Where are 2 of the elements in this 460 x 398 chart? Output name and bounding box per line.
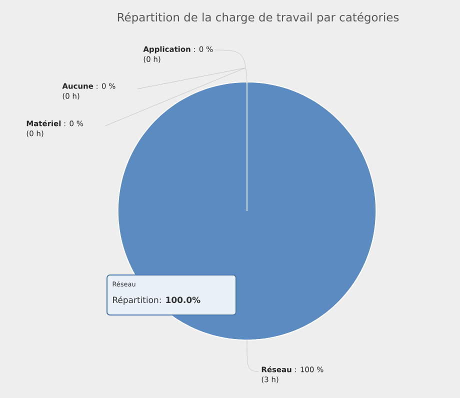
text: Répartition: 100.0%: [113, 296, 200, 305]
chart-title: Répartition de la charge de travail par catégories: [118, 12, 399, 24]
